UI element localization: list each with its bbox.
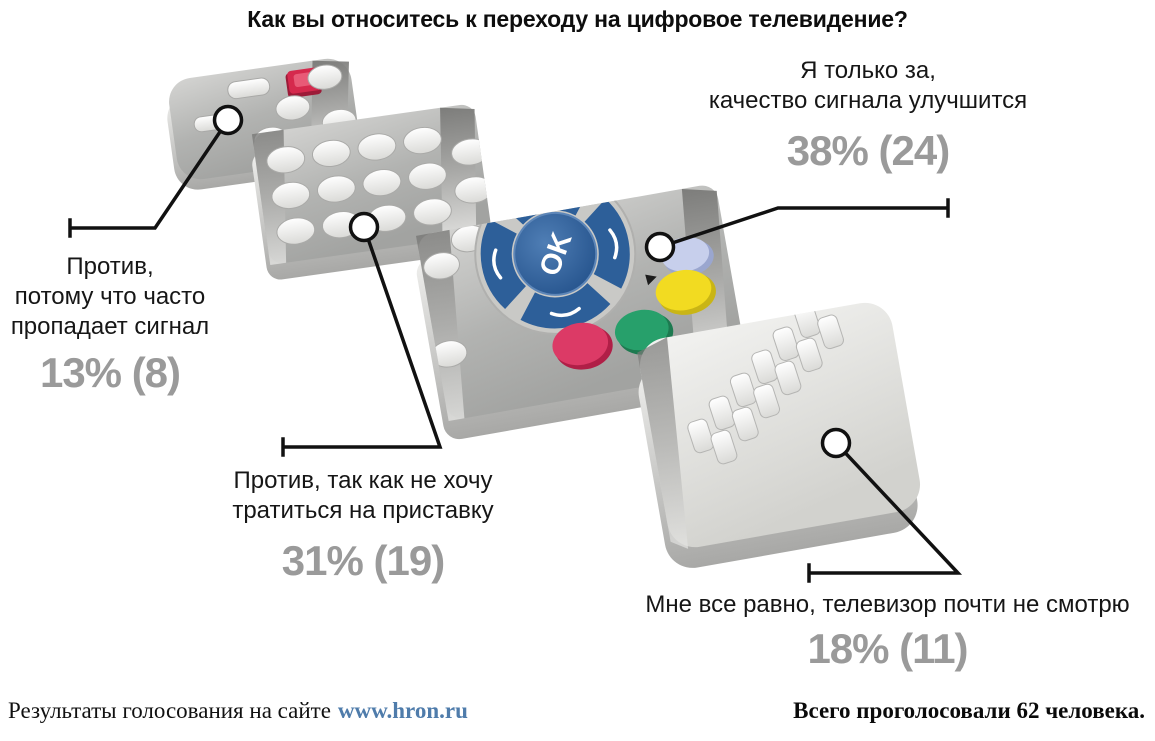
bottom-buttons — [687, 303, 844, 465]
yellow-function-button — [655, 269, 712, 311]
mute-button — [227, 77, 271, 100]
remote-piece-bottom — [637, 302, 921, 568]
answer-signal-label-line3: пропадает сигнал — [10, 313, 210, 340]
answer-za: Я только за, качество сигнала улучшится … — [690, 56, 1046, 174]
page-title: Как вы относитесь к переходу на цифровое… — [247, 6, 908, 32]
answer-protiv-pristavka: Против, так как не хочу тратиться на при… — [218, 466, 508, 584]
callout-line-vseravno — [807, 440, 963, 583]
answer-signal-label-line2: потому что часто — [14, 283, 206, 310]
answer-vseravno-value: 18% (11) — [807, 625, 968, 672]
red-function-button — [552, 322, 609, 366]
ok-button — [513, 211, 598, 296]
answer-vseravno-label-line1: Мне все равно, телевизор почти не смотрю — [645, 591, 1130, 618]
callout-line-za — [657, 198, 950, 250]
answer-signal-value: 13% (8) — [39, 349, 181, 396]
answer-pristavka-value: 31% (19) — [281, 537, 445, 584]
anchor-circle-vseravno — [820, 427, 852, 459]
answer-signal-label-line1: Против, — [66, 253, 154, 280]
anchor-circle-za — [644, 231, 676, 263]
anchor-circle-pristavka — [348, 211, 380, 243]
answer-pristavka-label-line2: тратиться на приставку — [232, 497, 494, 524]
answer-vse-ravno: Мне все равно, телевизор почти не смотрю… — [625, 590, 1150, 672]
callout-line-signal — [68, 117, 231, 238]
answer-za-value: 38% (24) — [786, 127, 950, 174]
footer-source-text: Результаты голосования на сайте — [8, 698, 331, 723]
answer-protiv-signal: Против, потому что часто пропадает сигна… — [0, 252, 220, 396]
site-link[interactable]: www.hron.ru — [337, 698, 468, 723]
callout-anchors — [212, 104, 852, 459]
footer-total: Всего проголосовали 62 человека. — [793, 698, 1145, 723]
green-function-button — [614, 309, 669, 351]
footer-source: Результаты голосования на сайте www.hron.… — [8, 698, 468, 724]
answer-pristavka-label-line1: Против, так как не хочу — [233, 467, 493, 494]
callout-line-pristavka — [281, 224, 443, 457]
anchor-circle-signal — [212, 104, 244, 136]
function-buttons — [552, 237, 716, 370]
answer-za-label-line2: качество сигнала улучшится — [708, 87, 1028, 114]
program-down-mark — [645, 274, 657, 286]
numpad-buttons — [266, 126, 493, 245]
callout-lines — [68, 117, 963, 583]
answer-za-label-line1: Я только за, — [800, 57, 936, 84]
